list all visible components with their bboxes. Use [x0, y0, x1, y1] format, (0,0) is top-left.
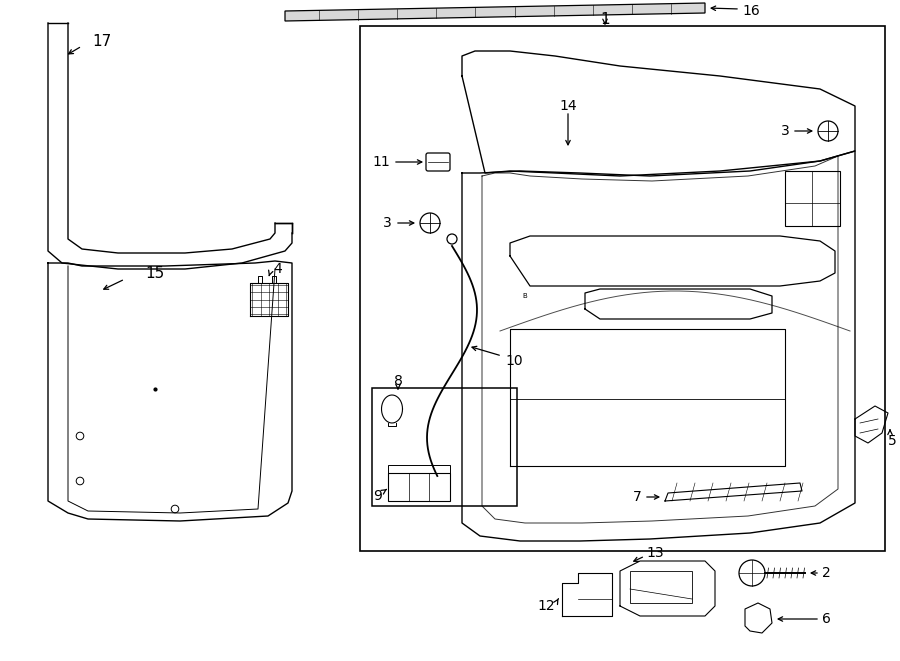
Bar: [630, 571, 692, 603]
Text: 9: 9: [374, 489, 382, 503]
Text: 8: 8: [393, 374, 402, 388]
Bar: [785, 171, 840, 226]
Text: 2: 2: [822, 566, 831, 580]
Text: 10: 10: [505, 354, 523, 368]
Text: 3: 3: [383, 216, 392, 230]
Text: 3: 3: [781, 124, 790, 138]
Polygon shape: [745, 603, 772, 633]
Text: B: B: [523, 293, 527, 299]
Text: 12: 12: [537, 599, 555, 613]
Bar: [388, 465, 450, 473]
Text: 16: 16: [742, 4, 760, 18]
Text: 1: 1: [600, 11, 610, 26]
Bar: [360, 26, 885, 551]
Text: 14: 14: [559, 99, 577, 113]
Bar: [388, 473, 450, 501]
Text: 7: 7: [634, 490, 642, 504]
Polygon shape: [285, 3, 705, 21]
Text: 4: 4: [274, 262, 283, 276]
Text: 17: 17: [93, 34, 112, 48]
Bar: [372, 388, 517, 506]
FancyBboxPatch shape: [426, 153, 450, 171]
Text: 15: 15: [146, 266, 165, 280]
Text: 13: 13: [646, 546, 664, 560]
Text: 6: 6: [822, 612, 831, 626]
Text: 11: 11: [373, 155, 390, 169]
Text: 5: 5: [888, 434, 896, 448]
